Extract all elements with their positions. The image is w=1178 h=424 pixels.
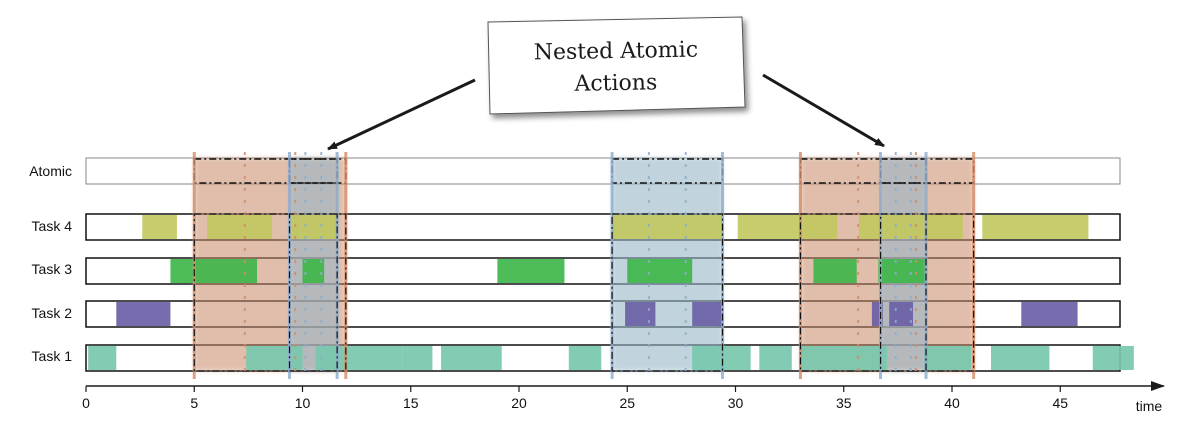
- task1-bar: [990, 346, 1050, 370]
- task1-bar: [246, 346, 303, 370]
- task1-bar: [88, 346, 117, 370]
- time-axis-tick-label: 25: [619, 395, 635, 411]
- callout-title-line1: Nested Atomic: [534, 38, 699, 66]
- task4-bar: [737, 215, 838, 239]
- task3-bar: [813, 259, 857, 283]
- task3-bar: [194, 259, 258, 283]
- row-label-atomic: Atomic: [29, 163, 72, 179]
- row-labels: Atomic Task 4 Task 3 Task 2 Task 1: [29, 163, 72, 364]
- task2-bar: [692, 302, 723, 326]
- callout-arrow-right: [762, 73, 885, 148]
- row-label-task1: Task 1: [32, 348, 73, 364]
- atomic-action-outlines: [192, 152, 976, 379]
- time-axis-tick-label: 20: [511, 395, 527, 411]
- time-axis-tick-label: 5: [190, 395, 198, 411]
- atomic-action-span: [611, 213, 724, 372]
- task1-bar: [923, 346, 972, 370]
- task2-bar: [871, 302, 883, 326]
- row-label-task4: Task 4: [32, 218, 73, 234]
- atomic-action-markers: [243, 152, 917, 379]
- task4-bar: [612, 215, 723, 239]
- row-label-task2: Task 2: [32, 305, 73, 321]
- time-axis-tick-label: 40: [944, 395, 960, 411]
- task4-bar: [142, 215, 177, 239]
- task2-bar: [1021, 302, 1078, 326]
- task1-bar: [1092, 346, 1134, 370]
- task1-bar: [568, 346, 602, 370]
- task2-bar: [625, 302, 656, 326]
- atomic-action-shading: [194, 158, 974, 371]
- callout-arrow-left: [327, 78, 476, 151]
- row-label-task3: Task 3: [32, 261, 73, 277]
- atomic-action-span: [879, 213, 927, 372]
- time-axis-tick-label: 45: [1052, 395, 1068, 411]
- task1-bar: [759, 346, 792, 370]
- task3-bar: [497, 259, 565, 283]
- task4-bar: [207, 215, 273, 239]
- task1-bar: [441, 346, 502, 370]
- atomic-action-box: [193, 158, 347, 184]
- atomic-action-span: [288, 213, 338, 372]
- task3-bar: [302, 259, 325, 283]
- task1-bar: [800, 346, 888, 370]
- time-axis-tick-label: 35: [836, 395, 852, 411]
- task4-bar: [982, 215, 1089, 239]
- callout-title-line2: Actions: [573, 70, 657, 96]
- task2-bar: [116, 302, 171, 326]
- task2-bar: [889, 302, 914, 326]
- time-axis-tick-label: 0: [82, 395, 90, 411]
- time-axis-tick-label: 15: [403, 395, 419, 411]
- task3-bar: [627, 259, 693, 283]
- task3-bar: [170, 259, 195, 283]
- task1-bar: [315, 346, 346, 370]
- task-bars: [88, 215, 1134, 370]
- task1-bar: [402, 346, 433, 370]
- time-axis: 0 5 10 15 20 25 30 35 40 45 time: [82, 381, 1165, 414]
- time-axis-ticks: 0 5 10 15 20 25 30 35 40 45: [82, 386, 1068, 411]
- task3-bar: [878, 259, 927, 283]
- atomic-action-span: [193, 213, 347, 372]
- time-axis-tick-label: 30: [728, 395, 744, 411]
- callout-box: [487, 16, 746, 115]
- task4-bar: [289, 215, 338, 239]
- callout: Nested Atomic Actions: [327, 16, 885, 151]
- time-axis-tick-label: 10: [295, 395, 311, 411]
- time-axis-label: time: [1136, 398, 1163, 414]
- task1-bar: [345, 346, 403, 370]
